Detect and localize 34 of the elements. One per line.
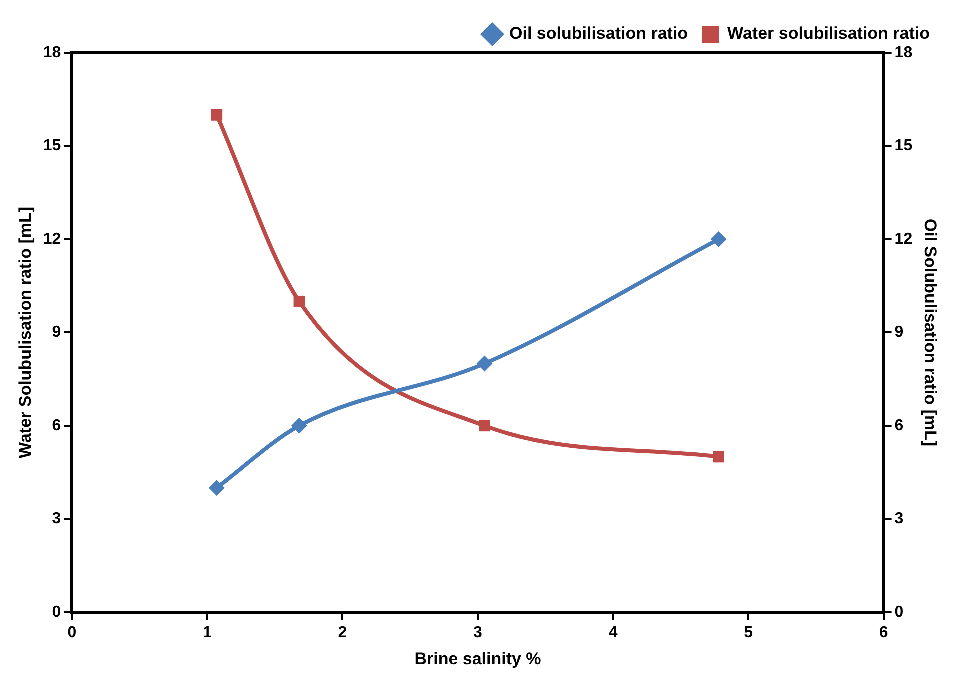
x-tick-label: 1	[203, 624, 212, 642]
legend-label: Oil solubilisation ratio	[510, 24, 688, 44]
y-tick-label: 3	[52, 510, 62, 528]
point	[479, 420, 490, 432]
y2-tick-label: 9	[894, 324, 904, 342]
point	[211, 110, 223, 121]
y-axis-title: Water Solubulisation ratio [mL]	[16, 206, 35, 458]
y-tick-label: 0	[52, 604, 62, 621]
point	[291, 418, 308, 434]
y2-tick-label: 3	[894, 510, 904, 528]
point	[208, 480, 225, 496]
y-tick-label: 12	[43, 230, 62, 248]
x-tick-label: 5	[744, 624, 754, 642]
x-tick-label: 2	[338, 624, 348, 642]
y-tick-label: 6	[52, 417, 62, 434]
y-tick-label: 18	[43, 44, 62, 62]
point	[476, 356, 493, 372]
y2-axis-title: Oil Solubulisation ratio [mL]	[921, 218, 940, 447]
x-tick-label: 0	[68, 624, 77, 642]
y2-tick-label: 6	[894, 417, 904, 434]
y2-tick-label: 18	[894, 44, 913, 62]
y-tick-label: 15	[43, 138, 62, 155]
y-tick-label: 9	[52, 324, 62, 342]
point	[294, 296, 306, 308]
x-axis-title: Brine salinity %	[414, 649, 542, 668]
y2-tick-label: 15	[894, 138, 913, 155]
legend-label: Water solubilisation ratio	[728, 24, 930, 44]
y2-tick-label: 0	[894, 604, 904, 621]
point	[710, 231, 727, 248]
x-tick-label: 3	[474, 624, 483, 642]
point	[713, 451, 724, 463]
x-tick-label: 4	[608, 624, 618, 642]
y2-tick-label: 12	[894, 230, 913, 248]
x-tick-label: 6	[879, 624, 888, 642]
